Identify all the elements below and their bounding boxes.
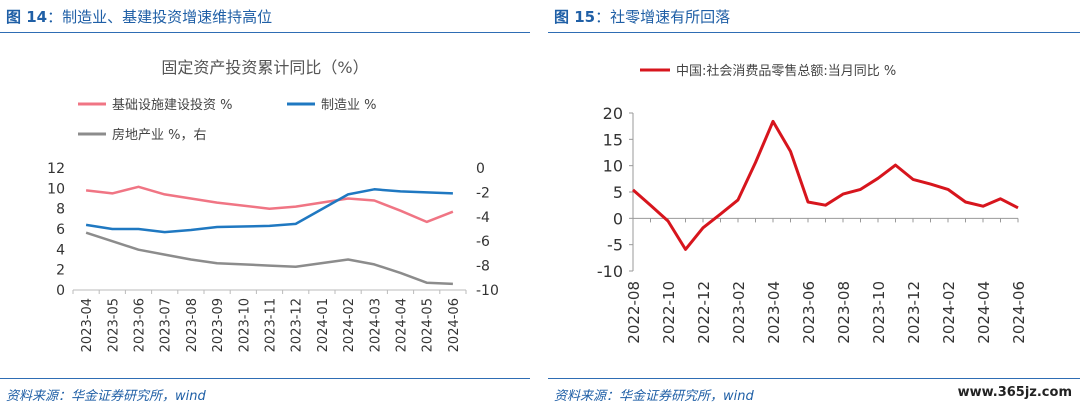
y2-tick-label: -2: [476, 185, 490, 201]
x-tick-label: 2022-10: [660, 281, 678, 344]
y-tick-label: 12: [47, 161, 65, 177]
legend-label-1: 制造业 %: [321, 98, 377, 113]
figure-15-source: 资料来源：华金证券研究所，wind: [554, 389, 754, 404]
x-tick-label: 2024-06: [447, 298, 462, 352]
x-tick-label: 2023-09: [211, 298, 226, 352]
x-tick-label: 2023-04: [80, 298, 95, 352]
figure-14-caption: ：制造业、基建投资增速维持高位: [47, 8, 273, 26]
y-tick-label: 20: [603, 104, 623, 123]
x-tick-label: 2024-02: [342, 298, 357, 352]
x-tick-label: 2024-01: [316, 298, 331, 352]
x-tick-label: 2024-05: [421, 298, 436, 352]
legend-label-0: 基础设施建设投资 %: [112, 97, 233, 113]
y-tick-label: 0: [613, 209, 623, 228]
figure-14-bottom-rule: [0, 378, 530, 379]
y-tick-label: 0: [56, 283, 65, 299]
x-tick-label: 2023-08: [835, 281, 853, 344]
x-tick-label: 2023-08: [185, 298, 200, 352]
figure-14-title: 图 14：制造业、基建投资增速维持高位: [6, 6, 272, 27]
x-tick-label: 2022-12: [695, 281, 713, 344]
y2-tick-label: -10: [476, 283, 499, 299]
y-tick-label: 10: [603, 157, 623, 176]
x-tick-label: 2023-11: [264, 298, 279, 352]
y2-tick-label: -4: [476, 210, 490, 226]
y-tick-label: 4: [56, 242, 65, 258]
x-tick-label: 2023-10: [870, 281, 888, 344]
figure-14-source: 资料来源：华金证券研究所，wind: [6, 389, 206, 404]
x-tick-label: 2023-05: [106, 298, 121, 352]
x-tick-label: 2023-10: [237, 298, 252, 352]
x-tick-label: 2024-02: [940, 281, 958, 344]
figure-15-bottom-rule: [548, 378, 1080, 379]
y-tick-label: 2: [56, 263, 65, 279]
series-line: [632, 119, 1019, 251]
figure-14-top-rule: [0, 32, 530, 33]
y-tick-label: 10: [47, 181, 65, 197]
figure-15-label: 图 15: [554, 8, 596, 26]
legend-label-2: 房地产业 %，右: [112, 127, 207, 143]
watermark-text: www.365jz.com: [957, 385, 1072, 400]
retail-sales-chart: 中国:社会消费品零售总额:当月同比 % -10 -5 0 5 10 15 20 2022-08 2…: [597, 63, 1028, 344]
y-tick-label: -10: [597, 262, 623, 281]
y-tick-label: 5: [613, 183, 623, 202]
figure-15-top-rule: [548, 32, 1080, 33]
x-tick-label: 2024-04: [975, 281, 993, 344]
left-figure-panel: 图 14：制造业、基建投资增速维持高位 固定资产投资累计同比（%） 基础设施建设投…: [0, 0, 530, 409]
x-tick-label: 2023-07: [159, 298, 174, 352]
y-tick-label: 8: [56, 202, 65, 218]
x-tick-label: 2023-12: [905, 281, 923, 344]
x-tick-label: 2022-08: [625, 281, 643, 344]
x-tick-label: 2023-12: [290, 298, 305, 352]
y-tick-label: 15: [603, 130, 623, 149]
x-tick-label: 2023-06: [133, 298, 148, 352]
series-line-2: [85, 231, 453, 286]
legend-label: 中国:社会消费品零售总额:当月同比 %: [676, 63, 896, 79]
x-tick-label: 2023-02: [730, 281, 748, 344]
y2-tick-label: -8: [476, 259, 490, 275]
y2-tick-label: -6: [476, 234, 490, 250]
figure-15-caption: ：社零增速有所回落: [595, 8, 731, 26]
y-tick-label: -5: [607, 236, 623, 255]
figure-14-label: 图 14: [6, 8, 48, 26]
fixed-asset-investment-chart: 固定资产投资累计同比（%） 基础设施建设投资 % 制造业 % 房地产业 %，右 0 2 4 6…: [47, 58, 499, 352]
y-tick-label: 6: [56, 222, 65, 238]
y2-tick-label: 0: [476, 161, 485, 177]
figure-15-title: 图 15：社零增速有所回落: [554, 6, 730, 27]
x-tick-label: 2024-04: [395, 298, 410, 352]
x-tick-label: 2024-03: [368, 298, 383, 352]
x-tick-label: 2024-06: [1010, 281, 1028, 344]
chart-title: 固定资产投资累计同比（%）: [161, 58, 368, 77]
right-figure-panel: 图 15：社零增速有所回落 中国:社会消费品零售总额:当月同比 % -10 -5 0 5…: [548, 0, 1080, 409]
x-tick-label: 2023-04: [765, 281, 783, 344]
x-tick-label: 2023-06: [800, 281, 818, 344]
